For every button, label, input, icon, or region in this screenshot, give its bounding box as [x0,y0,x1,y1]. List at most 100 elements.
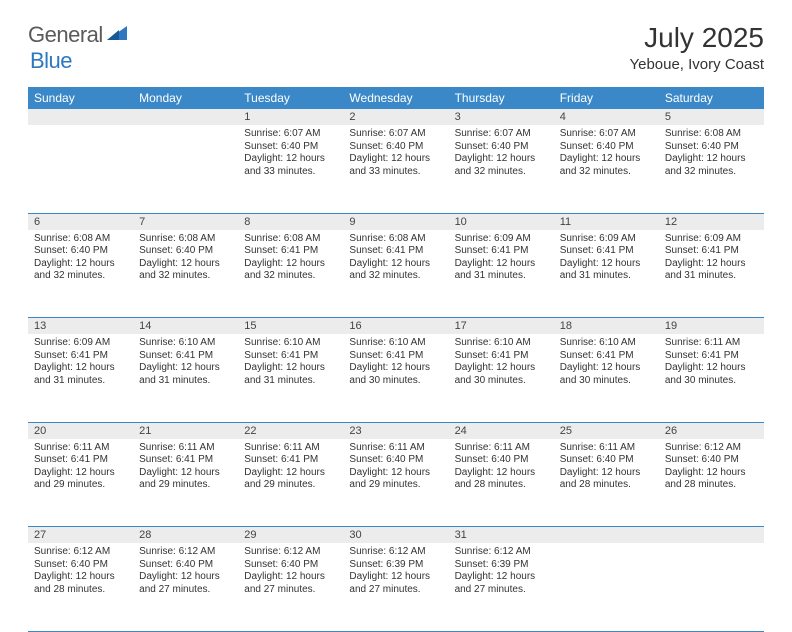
sunrise-text: Sunrise: 6:11 AM [244,442,337,455]
day-cell: Sunrise: 6:11 AMSunset: 6:41 PMDaylight:… [238,439,343,527]
sunrise-text: Sunrise: 6:09 AM [560,233,653,246]
day-number-cell: 27 [28,527,133,544]
daylight-text: and 30 minutes. [560,375,653,388]
day-details: Sunrise: 6:12 AMSunset: 6:39 PMDaylight:… [449,543,554,600]
empty-day-number [554,527,659,543]
day-number: 26 [659,423,764,439]
daylight-text: and 27 minutes. [244,584,337,597]
sunrise-text: Sunrise: 6:07 AM [244,128,337,141]
weekday-header: Wednesday [343,87,448,109]
weekday-header: Sunday [28,87,133,109]
sunrise-text: Sunrise: 6:12 AM [244,546,337,559]
daylight-text: and 32 minutes. [139,270,232,283]
sunrise-text: Sunrise: 6:11 AM [665,337,758,350]
day-cell: Sunrise: 6:11 AMSunset: 6:41 PMDaylight:… [659,334,764,422]
day-number-cell: 18 [554,318,659,335]
daylight-text: Daylight: 12 hours [349,258,442,271]
day-number-cell: 14 [133,318,238,335]
daylight-text: Daylight: 12 hours [455,258,548,271]
sunset-text: Sunset: 6:41 PM [665,350,758,363]
day-number: 13 [28,318,133,334]
day-cell: Sunrise: 6:10 AMSunset: 6:41 PMDaylight:… [133,334,238,422]
day-details: Sunrise: 6:09 AMSunset: 6:41 PMDaylight:… [28,334,133,391]
day-cell: Sunrise: 6:12 AMSunset: 6:40 PMDaylight:… [133,543,238,631]
day-cell: Sunrise: 6:11 AMSunset: 6:40 PMDaylight:… [343,439,448,527]
day-number-cell: 19 [659,318,764,335]
day-details: Sunrise: 6:12 AMSunset: 6:40 PMDaylight:… [133,543,238,600]
weekday-header: Saturday [659,87,764,109]
daylight-text: Daylight: 12 hours [560,467,653,480]
sunset-text: Sunset: 6:41 PM [349,245,442,258]
sunrise-text: Sunrise: 6:11 AM [34,442,127,455]
sunset-text: Sunset: 6:40 PM [34,245,127,258]
day-details: Sunrise: 6:09 AMSunset: 6:41 PMDaylight:… [554,230,659,287]
daylight-text: Daylight: 12 hours [139,467,232,480]
sunrise-text: Sunrise: 6:08 AM [244,233,337,246]
sunrise-text: Sunrise: 6:11 AM [455,442,548,455]
day-number: 20 [28,423,133,439]
day-details: Sunrise: 6:12 AMSunset: 6:39 PMDaylight:… [343,543,448,600]
day-cell: Sunrise: 6:12 AMSunset: 6:39 PMDaylight:… [449,543,554,631]
day-cell: Sunrise: 6:10 AMSunset: 6:41 PMDaylight:… [554,334,659,422]
weekday-header: Thursday [449,87,554,109]
daylight-text: Daylight: 12 hours [455,467,548,480]
day-number-cell: 23 [343,422,448,439]
daylight-text: and 33 minutes. [244,166,337,179]
daylight-text: and 29 minutes. [139,479,232,492]
day-number: 10 [449,214,554,230]
day-number-cell: 26 [659,422,764,439]
daylight-text: and 30 minutes. [349,375,442,388]
weekday-header: Monday [133,87,238,109]
day-details: Sunrise: 6:07 AMSunset: 6:40 PMDaylight:… [449,125,554,182]
day-number: 14 [133,318,238,334]
day-number-cell: 22 [238,422,343,439]
day-cell: Sunrise: 6:10 AMSunset: 6:41 PMDaylight:… [449,334,554,422]
day-number-cell: 31 [449,527,554,544]
daylight-text: Daylight: 12 hours [665,153,758,166]
day-cell: Sunrise: 6:11 AMSunset: 6:40 PMDaylight:… [554,439,659,527]
sunset-text: Sunset: 6:40 PM [244,141,337,154]
daylight-text: Daylight: 12 hours [349,362,442,375]
sunrise-text: Sunrise: 6:12 AM [455,546,548,559]
sunset-text: Sunset: 6:41 PM [349,350,442,363]
day-number-cell: 11 [554,213,659,230]
day-number: 1 [238,109,343,125]
daylight-text: and 28 minutes. [665,479,758,492]
daylight-text: and 32 minutes. [665,166,758,179]
day-cell [554,543,659,631]
sunset-text: Sunset: 6:40 PM [665,454,758,467]
day-details: Sunrise: 6:08 AMSunset: 6:41 PMDaylight:… [343,230,448,287]
day-cell: Sunrise: 6:11 AMSunset: 6:41 PMDaylight:… [133,439,238,527]
day-cell: Sunrise: 6:12 AMSunset: 6:40 PMDaylight:… [28,543,133,631]
weekday-header: Tuesday [238,87,343,109]
day-number: 24 [449,423,554,439]
daylight-text: Daylight: 12 hours [455,362,548,375]
day-cell: Sunrise: 6:08 AMSunset: 6:40 PMDaylight:… [659,125,764,213]
daylight-text: Daylight: 12 hours [560,258,653,271]
sunset-text: Sunset: 6:41 PM [139,350,232,363]
logo-text-general: General [28,22,103,48]
day-number: 19 [659,318,764,334]
day-number: 28 [133,527,238,543]
day-number-cell: 4 [554,109,659,125]
daylight-text: Daylight: 12 hours [34,258,127,271]
daylight-text: Daylight: 12 hours [560,362,653,375]
daylight-text: and 31 minutes. [244,375,337,388]
day-details: Sunrise: 6:11 AMSunset: 6:40 PMDaylight:… [449,439,554,496]
daylight-text: and 31 minutes. [34,375,127,388]
day-cell: Sunrise: 6:07 AMSunset: 6:40 PMDaylight:… [554,125,659,213]
day-details: Sunrise: 6:10 AMSunset: 6:41 PMDaylight:… [343,334,448,391]
sunrise-text: Sunrise: 6:10 AM [244,337,337,350]
sunset-text: Sunset: 6:40 PM [455,141,548,154]
daylight-text: Daylight: 12 hours [34,467,127,480]
day-details: Sunrise: 6:07 AMSunset: 6:40 PMDaylight:… [554,125,659,182]
daylight-text: and 33 minutes. [349,166,442,179]
daynum-row: 13141516171819 [28,318,764,335]
sunrise-text: Sunrise: 6:07 AM [455,128,548,141]
daylight-text: Daylight: 12 hours [139,571,232,584]
daylight-text: Daylight: 12 hours [349,571,442,584]
day-number-cell: 13 [28,318,133,335]
sunset-text: Sunset: 6:40 PM [455,454,548,467]
day-number-cell: 25 [554,422,659,439]
sunrise-text: Sunrise: 6:09 AM [34,337,127,350]
